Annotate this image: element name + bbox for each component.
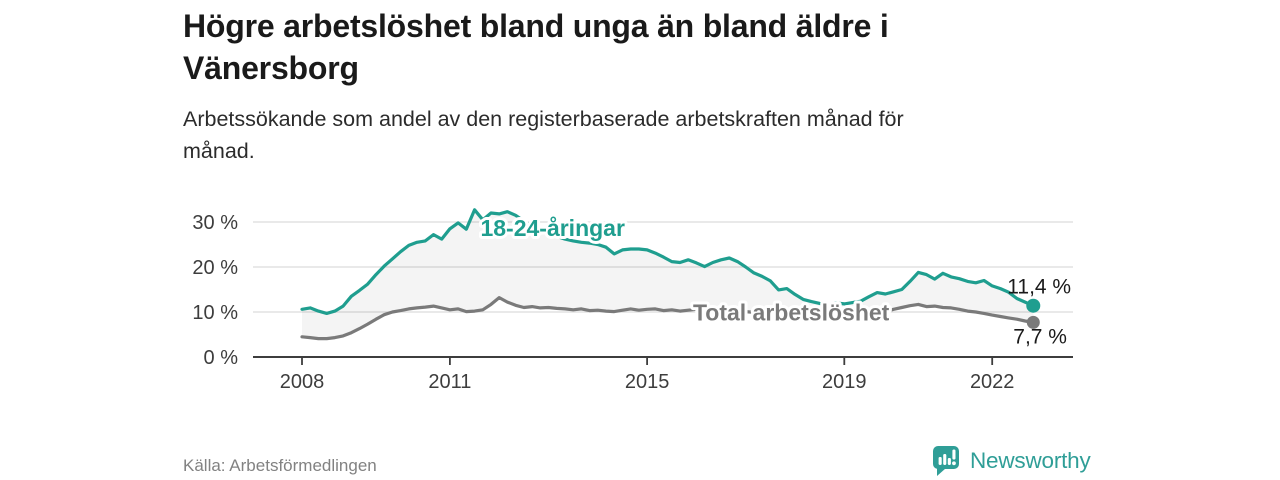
y-tick-label-30: 30 % [192, 212, 238, 234]
page-subtitle-line-1: Arbetssökande som andel av den registerb… [183, 107, 904, 131]
series-label-total: Total arbetslöshet [693, 300, 890, 326]
page-title-line-1: Högre arbetslöshet bland unga än bland ä… [183, 8, 889, 44]
end-dot-total [1026, 315, 1040, 329]
x-tick-label-2019: 2019 [822, 371, 867, 393]
x-tick-label-2022: 2022 [970, 371, 1015, 393]
series-line-youth [300, 208, 1035, 315]
y-tick-label-10: 10 % [192, 302, 238, 324]
end-label-youth: 11,4 % [1007, 276, 1071, 299]
end-label-total: 7,7 % [1013, 325, 1067, 348]
x-tick-label-2011: 2011 [428, 371, 471, 393]
newsworthy-logo: Newsworthy [930, 444, 1091, 478]
end-dot-youth [1026, 298, 1041, 313]
page-subtitle: Arbetssökande som andel av den registerb… [183, 103, 904, 167]
page-title-line-2: Vänersborg [183, 50, 359, 86]
newsworthy-logo-icon [933, 446, 959, 476]
area-between-series [302, 209, 1034, 339]
source-note: Källa: Arbetsförmedlingen [183, 456, 377, 475]
x-tick-label-2008: 2008 [280, 371, 325, 393]
series-label-youth: 18-24-åringar [480, 215, 625, 241]
y-tick-label-20: 20 % [192, 257, 238, 279]
x-tick-label-2015: 2015 [625, 371, 670, 393]
page-title: Högre arbetslöshet bland unga än bland ä… [183, 5, 889, 89]
newsworthy-logo-text: Newsworthy [970, 448, 1091, 473]
y-tick-label-0: 0 % [204, 347, 239, 369]
series-line-total [300, 296, 1035, 341]
page-subtitle-line-2: månad. [183, 139, 255, 163]
